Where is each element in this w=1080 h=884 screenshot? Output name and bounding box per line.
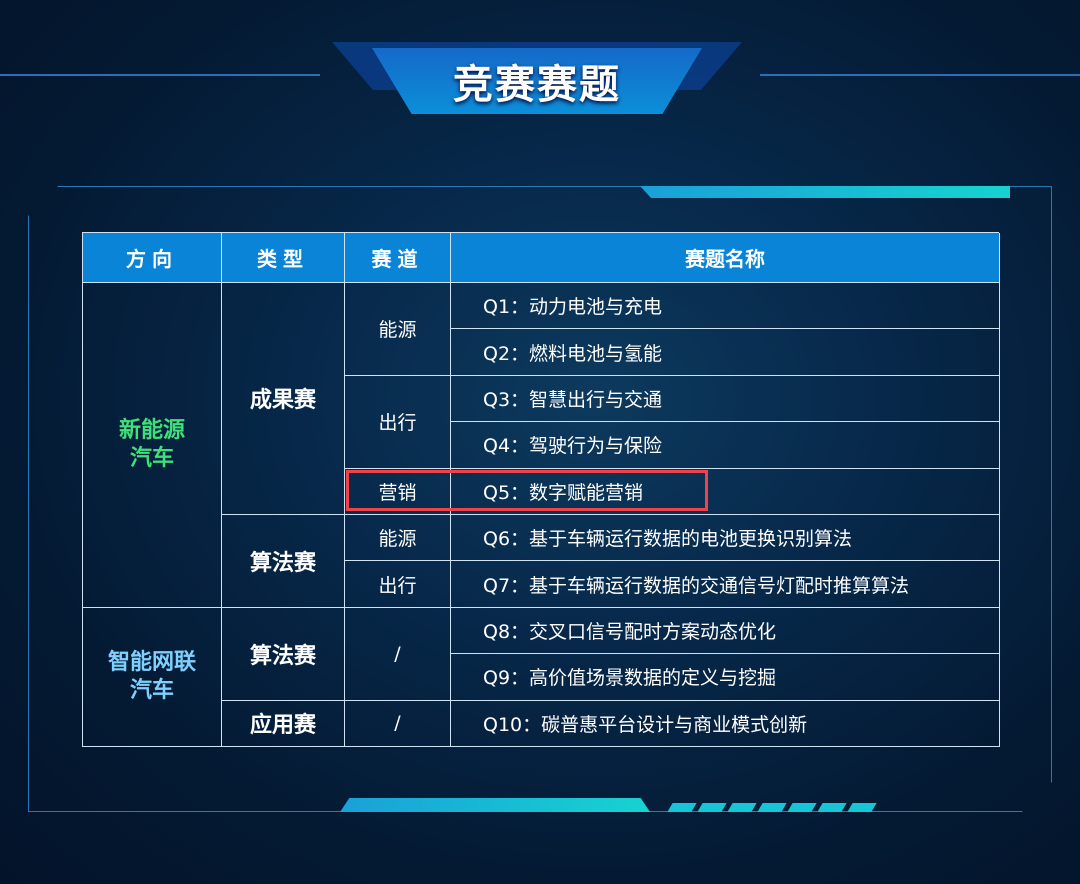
track-cell: 能源: [345, 283, 451, 376]
topic-cell: Q4：驾驶行为与保险: [451, 422, 1000, 469]
topic-cell: Q3：智慧出行与交通: [451, 375, 1000, 423]
header-track: 赛道: [345, 233, 451, 283]
track-cell: 能源: [345, 514, 451, 562]
type-cell: 算法赛: [222, 514, 345, 608]
header-direction: 方向: [83, 233, 222, 283]
type-cell: 应用赛: [222, 700, 345, 747]
topic-cell: Q8：交叉口信号配时方案动态优化: [451, 607, 1000, 655]
title-banner: 竞赛赛题: [372, 48, 702, 114]
topic-cell: Q9：高价值场景数据的定义与挖掘: [451, 654, 1000, 701]
track-cell: 出行: [345, 561, 451, 608]
topics-table: 方向 类型 赛道 赛题名称 新能源 汽车 智能网联 汽车 成果赛 算法赛 算法赛…: [82, 232, 1000, 747]
topic-cell: Q1：动力电池与充电: [451, 283, 1000, 330]
topic-cell: Q5：数字赋能营销: [451, 468, 1000, 515]
deco-line-left: [0, 74, 320, 76]
track-cell: /: [345, 607, 451, 701]
track-cell: /: [345, 700, 451, 747]
highlight-box: [346, 470, 708, 511]
topic-cell: Q10：碳普惠平台设计与商业模式创新: [451, 700, 1000, 747]
direction-nev: 新能源 汽车: [83, 283, 222, 608]
topic-cell: Q6：基于车辆运行数据的电池更换识别算法: [451, 514, 1000, 562]
direction-icv: 智能网联 汽车: [83, 607, 222, 747]
track-cell: 出行: [345, 375, 451, 469]
type-cell: 成果赛: [222, 283, 345, 515]
deco-dashes: [667, 803, 877, 812]
header-type: 类型: [222, 233, 345, 283]
deco-line-right: [760, 74, 1080, 76]
track-cell: 营销: [345, 468, 451, 515]
accent-bar-top: [640, 186, 1010, 198]
topic-cell: Q7：基于车辆运行数据的交通信号灯配时推算算法: [451, 561, 1000, 608]
type-cell: 算法赛: [222, 607, 345, 701]
page-title: 竞赛赛题: [453, 62, 621, 108]
topic-cell: Q2：燃料电池与氢能: [451, 329, 1000, 376]
header-topic: 赛题名称: [451, 233, 1000, 283]
accent-bar-bottom: [340, 798, 650, 812]
